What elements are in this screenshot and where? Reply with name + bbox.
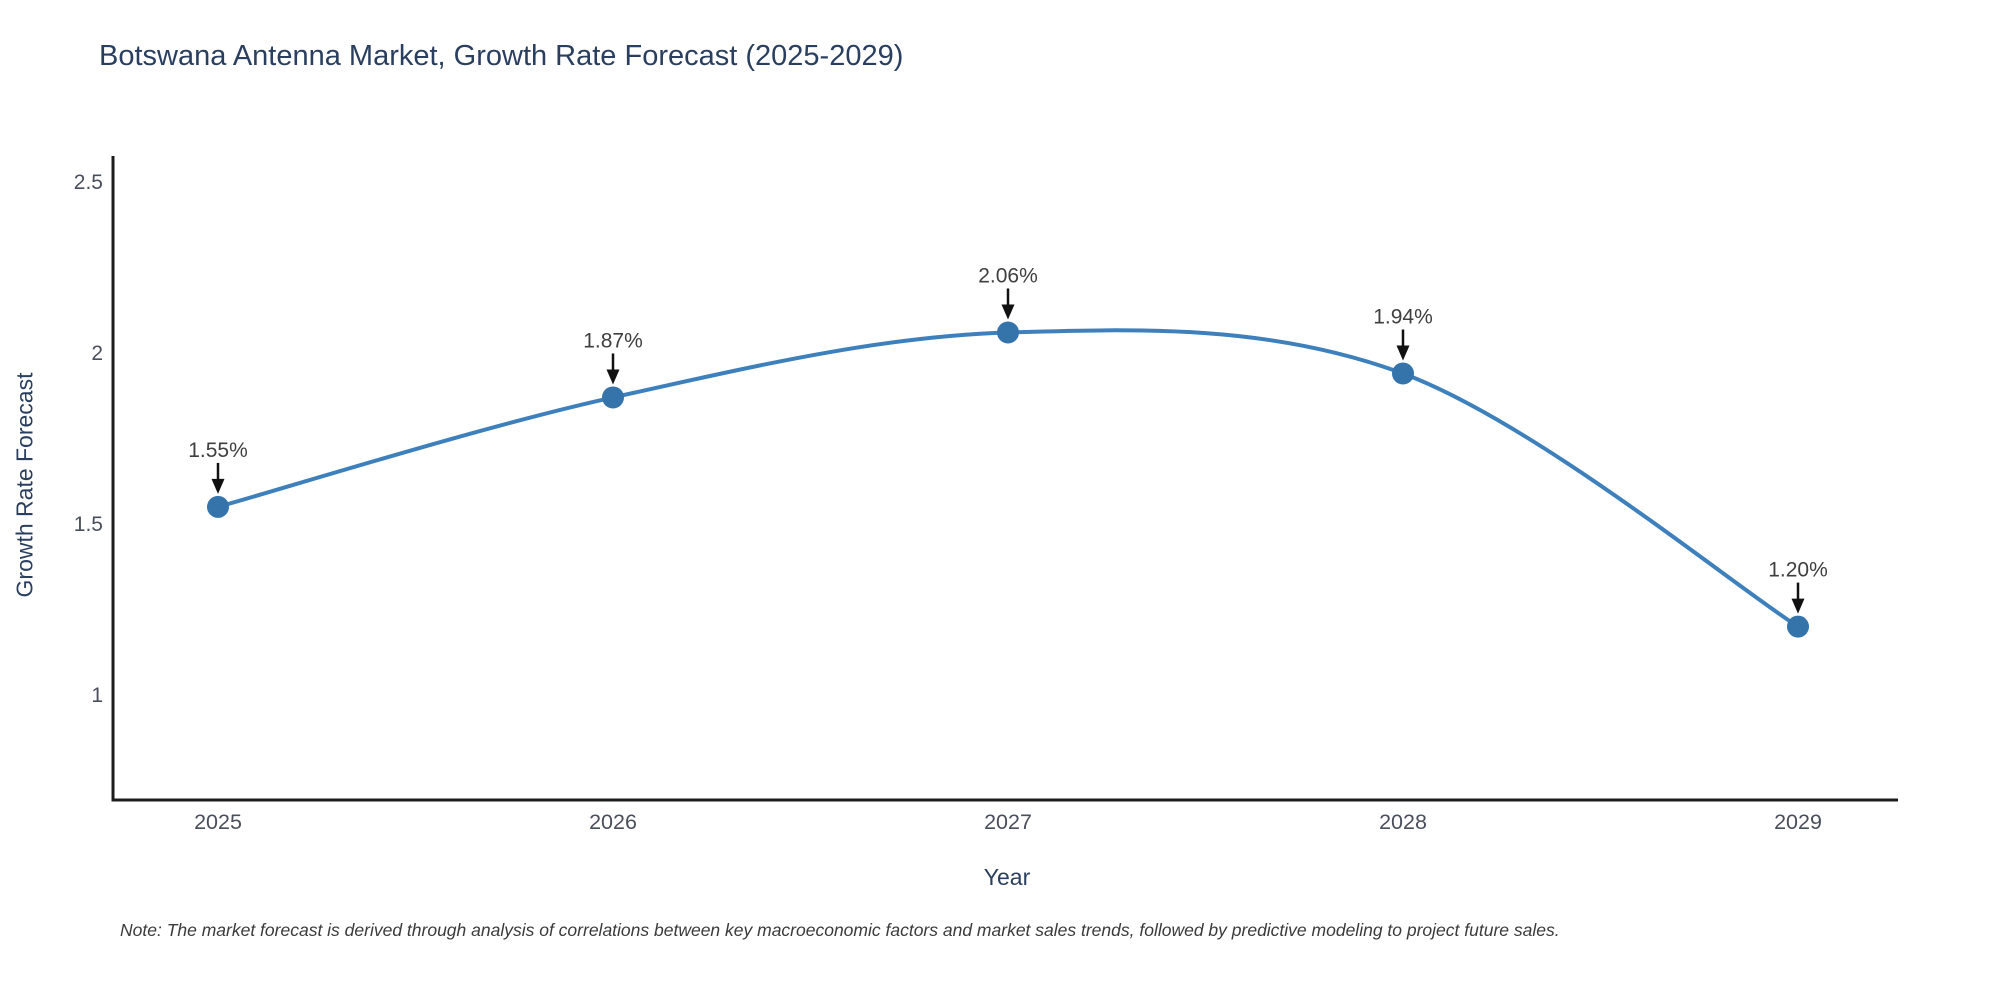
annotation-label: 1.94% bbox=[1373, 306, 1433, 329]
y-tick-label: 1.5 bbox=[74, 513, 103, 536]
annotation-label: 1.55% bbox=[188, 439, 248, 462]
annotation-arrowhead-icon bbox=[606, 369, 620, 385]
x-axis-title: Year bbox=[983, 864, 1031, 890]
y-tick-label: 2.5 bbox=[74, 171, 103, 194]
x-tick-label: 2028 bbox=[1379, 810, 1427, 834]
y-tick-label: 2 bbox=[91, 342, 103, 365]
annotation-arrowhead-icon bbox=[211, 478, 225, 494]
data-point-marker bbox=[207, 495, 229, 518]
chart-note: Note: The market forecast is derived thr… bbox=[120, 920, 1560, 940]
data-point-marker bbox=[602, 386, 624, 409]
x-tick-label: 2026 bbox=[589, 810, 637, 834]
x-tick-label: 2025 bbox=[194, 810, 242, 834]
annotation-label: 1.87% bbox=[583, 329, 643, 352]
x-tick-label: 2029 bbox=[1774, 810, 1822, 834]
y-tick-label: 1 bbox=[91, 684, 103, 707]
annotation-arrowhead-icon bbox=[1396, 345, 1410, 361]
annotation-arrowhead-icon bbox=[1001, 304, 1015, 320]
annotation-label: 2.06% bbox=[978, 264, 1038, 287]
chart-title: Botswana Antenna Market, Growth Rate For… bbox=[99, 40, 904, 72]
data-point-marker bbox=[1392, 362, 1414, 385]
data-point-marker bbox=[1787, 615, 1809, 638]
data-point-marker bbox=[997, 321, 1019, 344]
x-tick-label: 2027 bbox=[984, 810, 1032, 834]
trend-line bbox=[216, 328, 1800, 629]
annotation-label: 1.20% bbox=[1768, 559, 1828, 582]
annotation-arrowhead-icon bbox=[1791, 598, 1805, 614]
